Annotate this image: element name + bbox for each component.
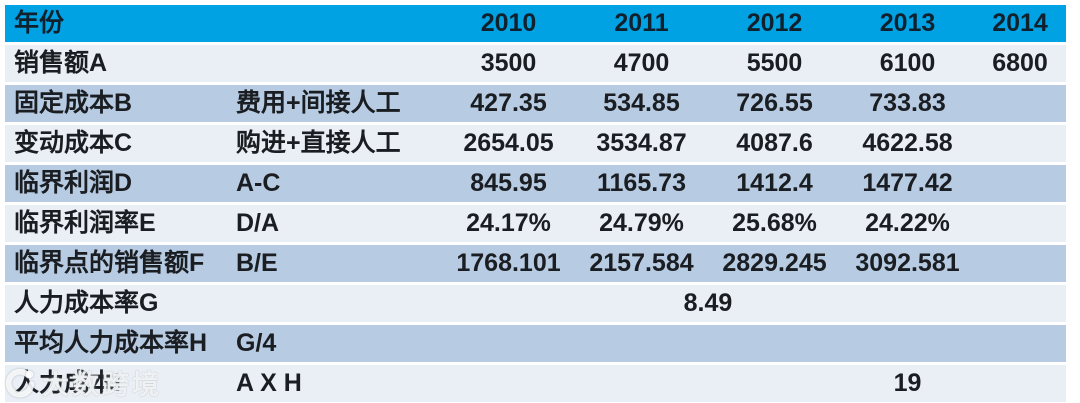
cell-value [442,365,575,402]
cell-value [974,165,1066,202]
table-row-breakeven-sales-f: 临界点的销售额F B/E 1768.101 2157.584 2829.245 … [5,245,1066,282]
header-year-2012: 2012 [708,5,841,42]
header-year-2013: 2013 [841,5,974,42]
cell-value [974,365,1066,402]
cell-value [974,245,1066,282]
row-label: 临界利润D [5,165,235,202]
row-formula: G/4 [235,325,442,362]
row-label: 固定成本B [5,85,235,122]
cell-value: 24.22% [841,205,974,242]
row-label: 变动成本C [5,125,235,162]
table-header-row: 年份 2010 2011 2012 2013 2014 [5,5,1066,42]
row-label: 人力成本I [5,365,235,402]
cell-value: 733.83 [841,85,974,122]
row-formula: D/A [235,205,442,242]
cell-value: 3534.87 [575,125,708,162]
header-year-2010: 2010 [442,5,575,42]
header-year-label: 年份 [5,5,235,42]
row-formula: 购进+直接人工 [235,125,442,162]
cell-value: 2157.584 [575,245,708,282]
table-row-fixed-cost-b: 固定成本B 费用+间接人工 427.35 534.85 726.55 733.8… [5,85,1066,122]
cell-value: 1412.4 [708,165,841,202]
row-label: 临界利润率E [5,205,235,242]
cell-value [974,325,1066,362]
cell-value: 534.85 [575,85,708,122]
cell-value: 3092.581 [841,245,974,282]
cell-value: 2829.245 [708,245,841,282]
cell-value [974,205,1066,242]
cell-value [974,285,1066,322]
table-row-critical-profit-rate-e: 临界利润率E D/A 24.17% 24.79% 25.68% 24.22% [5,205,1066,242]
cell-merged-value: 8.49 [442,285,974,322]
header-year-2011: 2011 [575,5,708,42]
cell-value: 2654.05 [442,125,575,162]
table-row-critical-profit-d: 临界利润D A-C 845.95 1165.73 1412.4 1477.42 [5,165,1066,202]
table-row-sales-a: 销售额A 3500 4700 5500 6100 6800 [5,45,1066,82]
row-formula [235,45,442,82]
cell-value [974,125,1066,162]
row-label: 临界点的销售额F [5,245,235,282]
header-year-2014: 2014 [974,5,1066,42]
cell-value [841,325,974,362]
cell-value [575,365,708,402]
row-formula: B/E [235,245,442,282]
cell-value: 19 [841,365,974,402]
table-row-labor-cost-i: 人力成本I A X H 19 [5,365,1066,402]
row-formula: A X H [235,365,442,402]
cell-value: 25.68% [708,205,841,242]
table-row-labor-cost-rate-g: 人力成本率G 8.49 [5,285,1066,322]
row-label: 销售额A [5,45,235,82]
row-formula [235,285,442,322]
cell-value: 1477.42 [841,165,974,202]
cell-value [708,365,841,402]
cell-value: 6100 [841,45,974,82]
cell-value: 6800 [974,45,1066,82]
row-label: 人力成本率G [5,285,235,322]
cell-value: 845.95 [442,165,575,202]
cell-value: 4700 [575,45,708,82]
table-row-avg-labor-cost-rate-h: 平均人力成本率H G/4 [5,325,1066,362]
cell-value [442,325,575,362]
cell-value: 4087.6 [708,125,841,162]
cell-value [575,325,708,362]
table-row-variable-cost-c: 变动成本C 购进+直接人工 2654.05 3534.87 4087.6 462… [5,125,1066,162]
row-label: 平均人力成本率H [5,325,235,362]
cell-value: 3500 [442,45,575,82]
cell-value: 5500 [708,45,841,82]
cell-value: 4622.58 [841,125,974,162]
cell-value: 1768.101 [442,245,575,282]
header-formula-blank [235,5,442,42]
cell-value: 726.55 [708,85,841,122]
row-formula: 费用+间接人工 [235,85,442,122]
cell-value: 24.17% [442,205,575,242]
cell-value [974,85,1066,122]
row-formula: A-C [235,165,442,202]
cost-analysis-table: 年份 2010 2011 2012 2013 2014 销售额A 3500 47… [5,2,1066,403]
cell-value: 427.35 [442,85,575,122]
cell-value: 1165.73 [575,165,708,202]
cell-value [708,325,841,362]
cell-value: 24.79% [575,205,708,242]
